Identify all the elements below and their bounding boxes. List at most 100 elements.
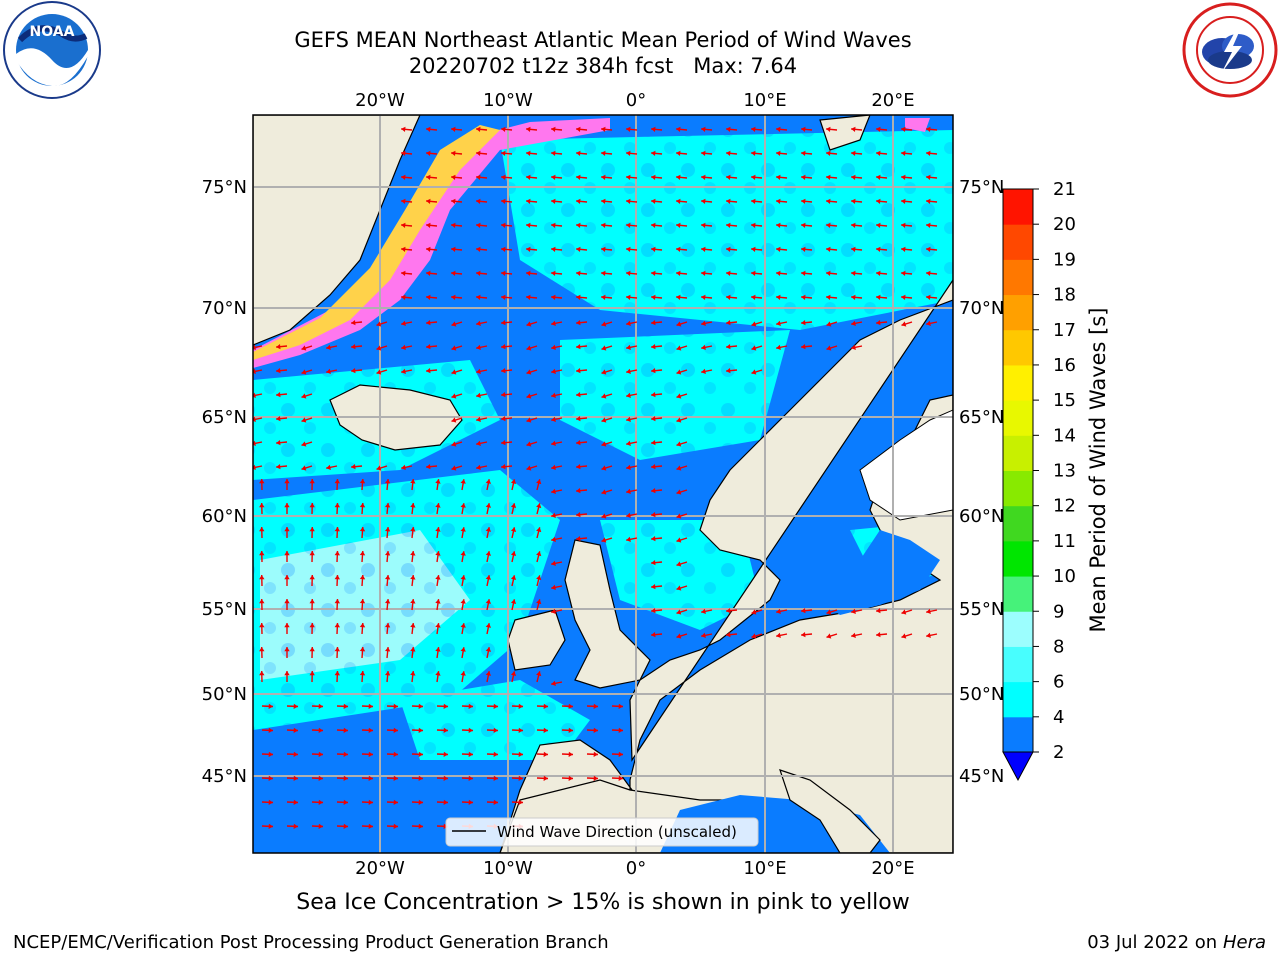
wind-arrow-head [485, 599, 491, 604]
wind-arrow-head [826, 321, 832, 327]
wind-arrow-head [551, 680, 556, 686]
wind-arrow-head [551, 320, 556, 326]
wind-arrow-head [801, 198, 806, 204]
wind-arrow-head [334, 623, 340, 628]
wind-arrow-head [435, 503, 441, 508]
wind-arrow-head [309, 575, 315, 580]
wind-arrow-head [259, 527, 265, 532]
wind-arrow-head [284, 479, 290, 484]
wind-arrow-head [301, 393, 307, 399]
wind-arrow-head [536, 551, 542, 557]
wind-arrow-head [293, 751, 298, 757]
lat-label-left: 50°N [202, 684, 247, 705]
wind-arrow-head [318, 727, 323, 733]
wind-arrow-head [385, 479, 391, 484]
lat-label-left: 45°N [202, 766, 247, 787]
wind-arrow-head [426, 126, 431, 132]
wind-arrow-head [551, 126, 556, 132]
wind-arrow-head [676, 294, 681, 300]
wind-arrow-head [393, 799, 398, 805]
wind-arrow-head [343, 727, 348, 733]
lon-label-top: 20°E [871, 90, 914, 111]
bothnia-no-data [859, 409, 953, 521]
wind-arrow-head [309, 479, 315, 484]
wind-arrow-head [309, 599, 315, 604]
wind-arrow-head [526, 369, 532, 375]
wind-arrow-head [276, 464, 281, 470]
wind-arrow-head [651, 632, 656, 638]
wind-arrow-head [276, 416, 281, 422]
wind-arrow-head [551, 464, 556, 470]
wind-arrow-head [401, 344, 406, 350]
wind-arrow-head [426, 294, 431, 300]
wind-arrow-head [326, 344, 331, 350]
wind-arrow [253, 417, 263, 421]
wind-arrow-head [601, 345, 607, 351]
wind-arrow-head [551, 560, 556, 566]
wind-arrow-head [536, 527, 542, 533]
wind-arrow-head [676, 126, 681, 132]
wind-arrow-head [601, 174, 606, 180]
wind-arrow-head [618, 751, 623, 757]
wind-arrow-head [726, 126, 731, 132]
wind-arrow-head [751, 126, 756, 132]
wind-arrow-head [551, 294, 556, 300]
wind-arrow-head [618, 775, 623, 781]
wind-arrow-head [568, 775, 573, 781]
wind-arrow-head [826, 222, 831, 228]
wind-arrow-head [651, 126, 656, 132]
wind-arrow-head [901, 150, 906, 156]
wind-arrow-head [926, 126, 931, 132]
wind-arrow-head [401, 320, 406, 326]
wind-arrow-head [401, 294, 406, 300]
wind-arrow-head [676, 537, 682, 543]
wind-arrow-head [876, 150, 881, 156]
wind-arrow-head [851, 174, 856, 180]
wind-arrow-head [518, 799, 523, 805]
graticule [253, 115, 953, 853]
footer-machine: Hera [1222, 932, 1266, 953]
baltic-sea [820, 530, 940, 615]
wind-arrow-head [460, 503, 466, 508]
wind-arrow-head [526, 198, 531, 204]
sea-ice-note: Sea Ice Concentration > 15% is shown in … [296, 890, 910, 915]
wind-arrow-head [385, 671, 391, 676]
wind-arrow-head [476, 464, 481, 470]
wind-arrow-head [393, 727, 398, 733]
wind-arrow-head [551, 608, 556, 614]
wind-arrow-head [576, 536, 581, 542]
wind-arrow-head [651, 464, 656, 470]
wind-arrow-head [676, 150, 681, 156]
wind-arrow-head [368, 751, 373, 757]
wind-arrow-head [501, 174, 506, 180]
wind-arrow-head [576, 512, 581, 518]
wind-arrow-head [601, 150, 606, 156]
wind-arrow-head [501, 416, 506, 422]
wind-arrow-head [435, 671, 441, 676]
wind-arrow-head [576, 344, 581, 350]
wind-arrow-head [476, 344, 481, 350]
wind-arrow-head [468, 703, 473, 709]
colorbar-segment [1003, 364, 1033, 401]
wind-arrow-head [259, 623, 265, 628]
wind-arrow-head [401, 150, 406, 156]
wind-arrow [253, 345, 263, 349]
wind-arrow-head [618, 727, 623, 733]
land-greenland [253, 115, 421, 346]
wind-arrow-head [618, 703, 623, 709]
wind-arrow-head [601, 489, 607, 495]
wind-arrow-head [551, 150, 556, 156]
wind-arrow-head [601, 294, 606, 300]
wind-arrow-head [651, 488, 656, 494]
wind-arrow-head [626, 512, 631, 518]
wind-arrow-head [826, 633, 832, 639]
wind-arrow-head [259, 575, 265, 580]
wind-arrow-head [501, 270, 506, 276]
wind-arrow-head [518, 751, 523, 757]
wind-arrow-head [901, 222, 906, 228]
wind-arrow-head [501, 368, 506, 374]
colorbar-tick-label: 13 [1053, 461, 1076, 482]
wind-arrow-head [576, 440, 581, 446]
wind-arrow-head [293, 799, 298, 805]
wind-arrow-head [309, 671, 315, 676]
